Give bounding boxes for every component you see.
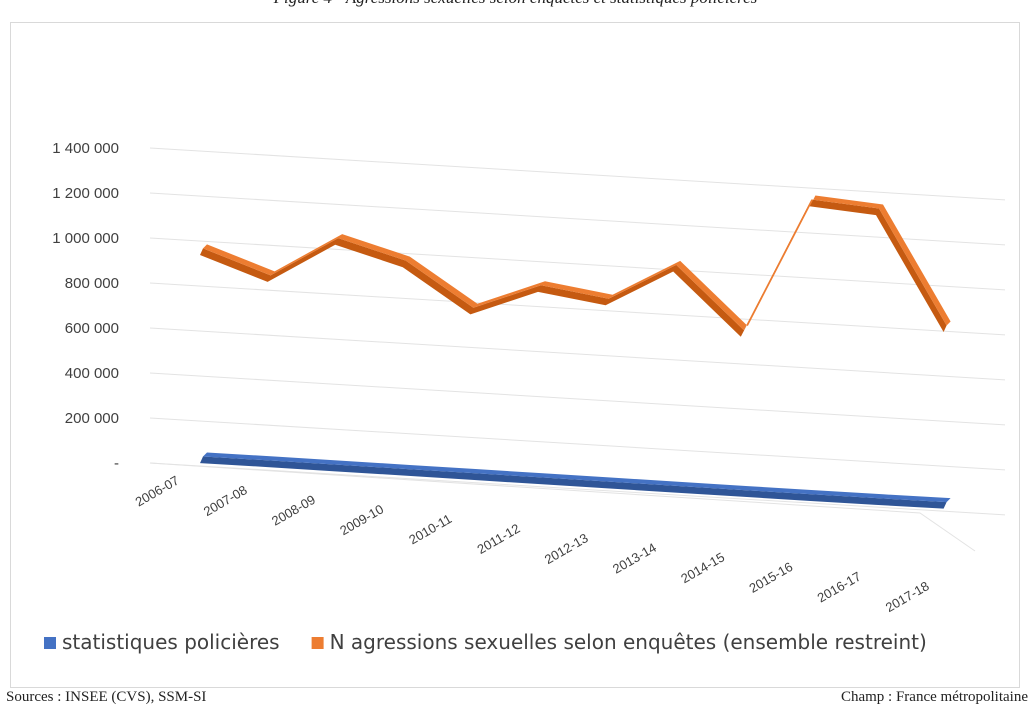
champ-note: Champ : France métropolitaine <box>840 689 1028 705</box>
figure-caption: Figure 4 - Agressions sexuelles selon en… <box>0 0 1031 8</box>
legend-swatch-1 <box>44 637 56 649</box>
floor-edge <box>149 462 976 552</box>
x-tick-label: 2009-10 <box>337 501 386 538</box>
x-tick-label: 2006-07 <box>133 473 182 510</box>
y-tick-label: 1 200 000 <box>52 185 119 202</box>
x-tick-label: 2008-09 <box>269 492 318 529</box>
x-tick-label: 2007-08 <box>201 482 250 519</box>
gridline <box>149 282 1006 336</box>
x-tick-label: 2016-17 <box>815 569 864 606</box>
x-tick-label: 2011-12 <box>475 521 523 557</box>
x-tick-label: 2010-11 <box>406 511 454 547</box>
series-line-2 <box>203 195 951 331</box>
grid <box>149 147 1006 552</box>
series-side-1 <box>200 456 947 509</box>
gridline <box>149 147 1006 201</box>
gridline <box>149 417 1006 471</box>
legend-swatch-2 <box>311 637 324 649</box>
legend: statistiques policières N agressions sexu… <box>44 630 927 654</box>
gridline <box>149 237 1006 291</box>
gridline <box>149 327 1006 381</box>
x-tick-label: 2015-16 <box>746 559 795 596</box>
y-tick-label: 600 000 <box>65 320 119 337</box>
y-tick-label: 800 000 <box>65 275 119 292</box>
chart-frame <box>10 22 1020 688</box>
y-tick-label: 200 000 <box>65 410 119 427</box>
x-tick-label: 2012-13 <box>542 530 591 567</box>
gridline <box>149 372 1006 426</box>
series <box>200 195 951 509</box>
series-line-1 <box>203 452 951 503</box>
y-tick-label: 400 000 <box>65 365 119 382</box>
y-tick-label: - <box>114 455 119 472</box>
x-tick-label: 2013-14 <box>610 540 659 577</box>
legend-label-2: N agressions sexuelles selon enquêtes (e… <box>330 630 927 654</box>
series-side-2 <box>200 199 947 337</box>
y-axis-ticks: - 200 000 400 000 600 000 800 000 1 000 000 1 … <box>52 140 119 472</box>
legend-label-1: statistiques policières <box>62 630 280 654</box>
sources-note: Sources : INSEE (CVS), SSM-SI <box>6 689 207 705</box>
gridline <box>149 462 1006 516</box>
gridline <box>149 192 1006 246</box>
x-tick-label: 2017-18 <box>883 578 932 615</box>
y-tick-label: 1 000 000 <box>52 230 119 247</box>
x-tick-label: 2014-15 <box>678 549 727 586</box>
y-tick-label: 1 400 000 <box>52 140 119 157</box>
